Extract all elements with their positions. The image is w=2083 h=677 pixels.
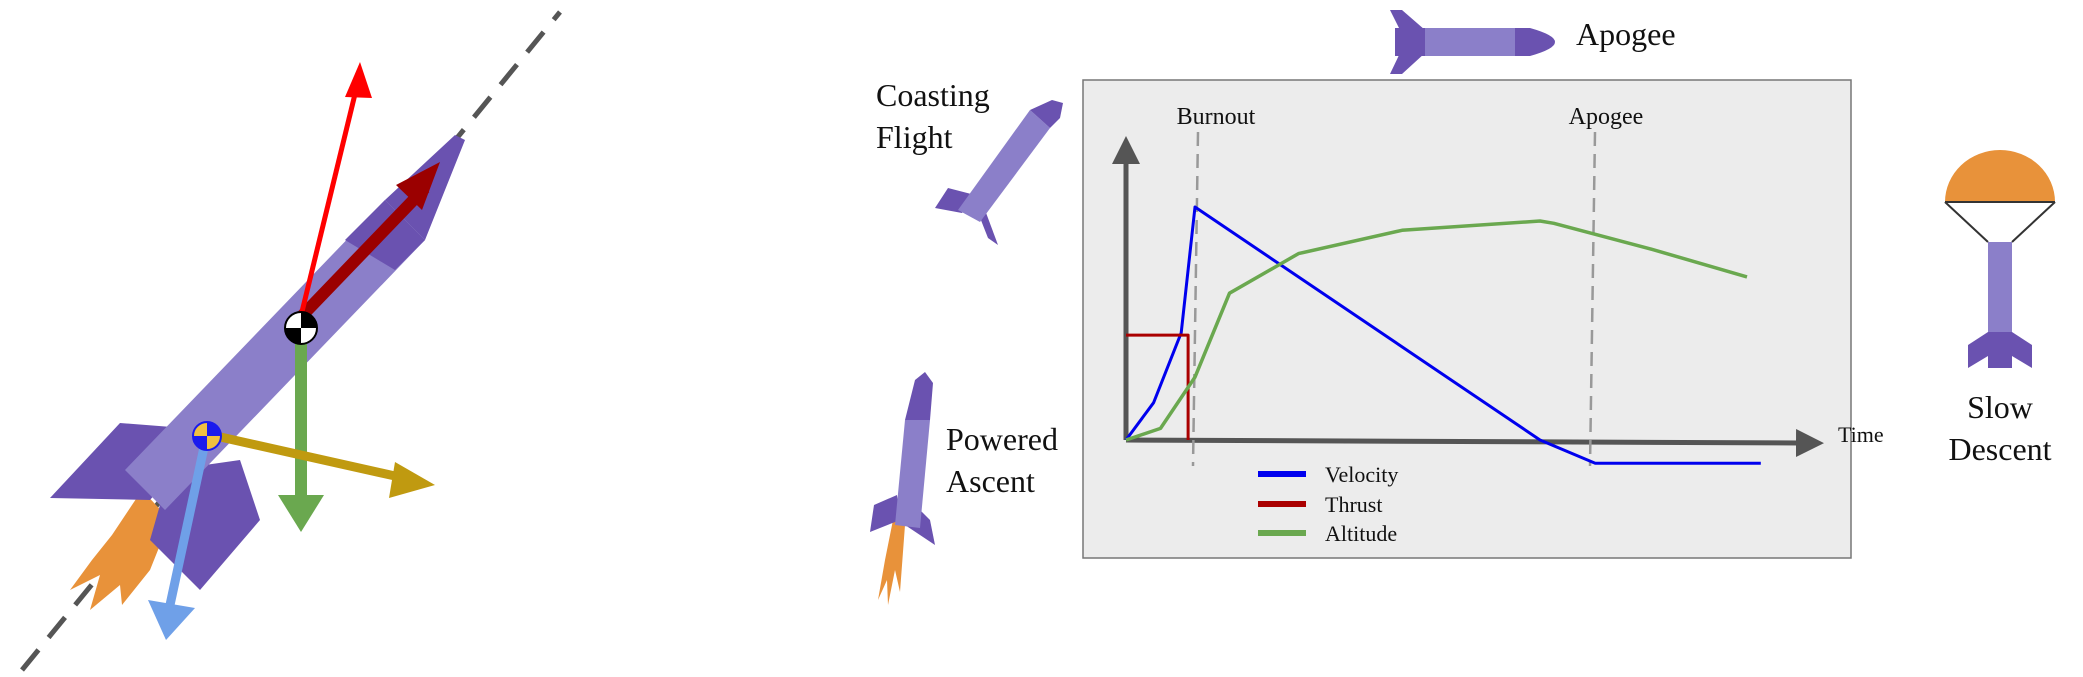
drag-force-arrow xyxy=(165,437,211,606)
apogee-stage-label: Apogee xyxy=(1576,16,1676,52)
apogee-fin-top xyxy=(1390,10,1425,30)
coasting-body xyxy=(958,110,1050,222)
apogee-marker xyxy=(1588,131,1597,467)
descent-label-line1: Slow xyxy=(1967,389,2033,425)
legend: Velocity Thrust Altitude xyxy=(1258,462,1398,546)
apogee-rocket xyxy=(1390,10,1555,74)
series-layer xyxy=(1124,205,1761,465)
legend-label-thrust: Thrust xyxy=(1325,492,1382,517)
powered-body xyxy=(895,420,930,528)
thrust-arrowhead xyxy=(396,162,440,210)
apogee-body xyxy=(1425,28,1515,56)
lift-force-arrow xyxy=(297,89,359,321)
center-of-pressure-icon xyxy=(192,421,222,451)
rocket-flame xyxy=(70,490,170,610)
flight-profile-chart: Time Burnout Apogee Velocity Thrust Alti… xyxy=(1112,104,1884,546)
apogee-chart-label: Apogee xyxy=(1569,104,1644,130)
thrust-force-arrow xyxy=(295,183,430,323)
center-of-gravity-icon xyxy=(284,311,318,345)
burnout-marker xyxy=(1191,131,1200,467)
powered-label-line2: Ascent xyxy=(946,463,1035,499)
series-line-altitude xyxy=(1125,219,1748,442)
coasting-rocket xyxy=(935,100,1063,245)
powered-label-line1: Powered xyxy=(946,421,1058,457)
weight-arrowhead xyxy=(278,495,324,532)
powered-nose xyxy=(905,372,933,420)
descent-body xyxy=(1988,242,2012,342)
burnout-label: Burnout xyxy=(1177,104,1256,130)
series-line-thrust xyxy=(1126,333,1190,440)
lift-arrowhead xyxy=(345,62,372,98)
powered-fin-left xyxy=(870,495,900,532)
normal-force-arrow xyxy=(206,429,396,481)
x-axis xyxy=(1125,428,1824,457)
drag-arrowhead xyxy=(148,600,195,640)
apogee-fin-bottom xyxy=(1390,53,1425,74)
parachute-line-right xyxy=(2011,201,2056,243)
descent-fin-right xyxy=(2012,332,2032,368)
apogee-body-dark xyxy=(1395,28,1425,56)
series-line-velocity xyxy=(1124,205,1761,465)
apogee-nose xyxy=(1515,28,1555,56)
parachute-canopy xyxy=(1945,150,2055,202)
coasting-nose xyxy=(1030,100,1063,128)
slow-descent-rocket xyxy=(1944,150,2056,368)
normal-arrowhead xyxy=(389,462,435,498)
coasting-label-line1: Coasting xyxy=(876,77,990,113)
legend-label-altitude: Altitude xyxy=(1325,521,1397,546)
x-axis-label: Time xyxy=(1838,422,1884,447)
descent-tail xyxy=(1988,332,2012,368)
powered-ascent-rocket xyxy=(870,372,935,605)
chart-panel xyxy=(1082,79,1852,559)
descent-fin-left xyxy=(1968,332,1988,368)
descent-label-line2: Descent xyxy=(1948,431,2051,467)
coasting-label-line2: Flight xyxy=(876,119,953,155)
legend-label-velocity: Velocity xyxy=(1325,462,1398,487)
powered-flame xyxy=(878,520,905,605)
rocket-free-body xyxy=(20,10,562,672)
parachute-line-left xyxy=(1944,201,1989,243)
